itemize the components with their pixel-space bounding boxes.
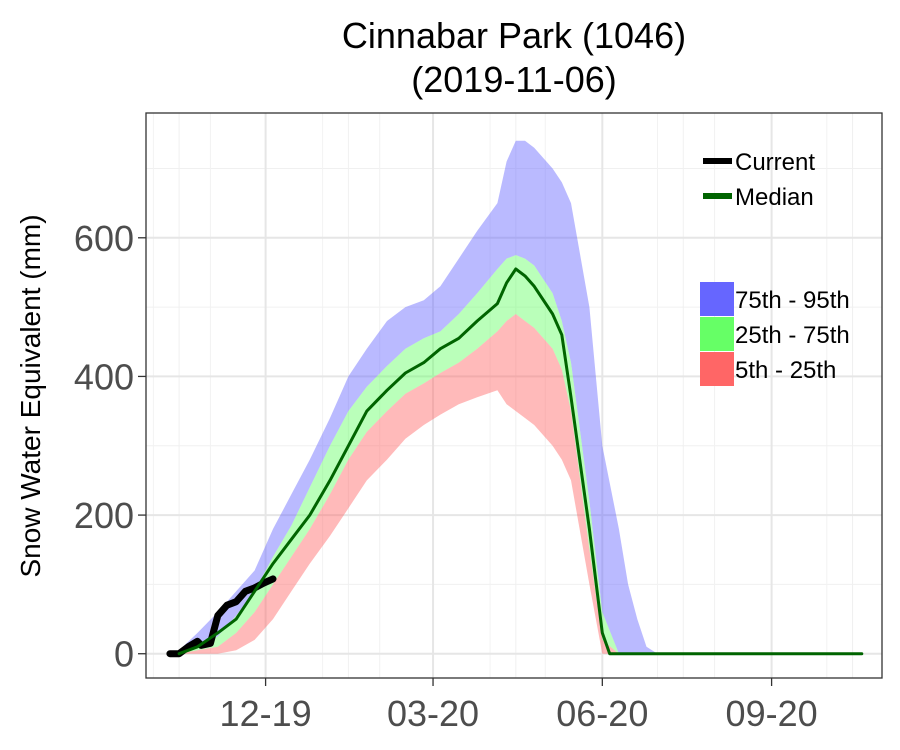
series-line-median xyxy=(177,267,864,656)
legend-key-band xyxy=(700,352,734,386)
series-lines xyxy=(166,267,864,658)
y-tick-label: 200 xyxy=(74,495,134,536)
chart-subtitle: (2019-11-06) xyxy=(411,59,616,100)
y-tick-label: 0 xyxy=(114,634,134,675)
y-axis: 0 200 400 600 xyxy=(74,218,146,675)
legend-lines: Current Median xyxy=(703,149,815,211)
legend-label-current: Current xyxy=(735,149,815,176)
band-75th-95th xyxy=(179,140,658,654)
percentile-bands xyxy=(179,140,658,654)
y-tick-label: 400 xyxy=(74,356,134,397)
x-tick-label: 03-20 xyxy=(387,693,479,734)
legend-label-band: 25th - 75th xyxy=(735,322,850,349)
y-tick-label: 600 xyxy=(74,218,134,259)
series-line-current xyxy=(166,575,277,658)
legend-label-median: Median xyxy=(735,184,814,211)
legend-key-band xyxy=(700,317,734,351)
band-25th-75th xyxy=(179,255,619,654)
x-tick-label: 06-20 xyxy=(556,693,648,734)
x-axis: 12-19 03-20 06-20 09-20 xyxy=(220,678,818,734)
x-tick-label: 09-20 xyxy=(726,693,818,734)
legend-label-band: 5th - 25th xyxy=(735,357,836,384)
x-tick-label: 12-19 xyxy=(220,693,312,734)
legend-label-band: 75th - 95th xyxy=(735,287,850,314)
legend-bands: 75th - 95th 25th - 75th 5th - 25th xyxy=(700,282,850,386)
legend-key-band xyxy=(700,282,734,316)
chart-title: Cinnabar Park (1046) xyxy=(342,15,686,56)
y-axis-label: Snow Water Equivalent (mm) xyxy=(15,214,46,577)
minor-gridlines xyxy=(146,113,882,678)
band-5th-25th xyxy=(179,314,619,654)
plot-border xyxy=(145,112,883,679)
